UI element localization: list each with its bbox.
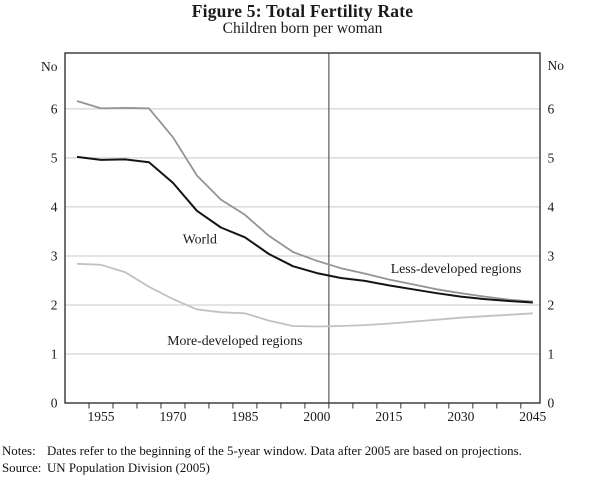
series-label-world: World bbox=[183, 231, 217, 246]
notes-row: Notes: Dates refer to the beginning of t… bbox=[2, 443, 599, 460]
y-tick-label-right: 2 bbox=[548, 297, 555, 312]
source-row: Source: UN Population Division (2005) bbox=[2, 460, 599, 477]
series-line-more-developed-regions bbox=[76, 262, 533, 328]
source-label: Source: bbox=[2, 460, 42, 475]
y-tick-label-left: 2 bbox=[51, 297, 58, 312]
series-line-less-developed-regions bbox=[76, 100, 533, 303]
figure-title: Figure 5: Total Fertility Rate bbox=[191, 1, 414, 21]
y-tick-label-right: 0 bbox=[548, 396, 555, 411]
y-tick-label-left: 0 bbox=[51, 396, 58, 411]
x-tick-label: 1955 bbox=[87, 409, 114, 424]
source-text: UN Population Division (2005) bbox=[47, 460, 210, 475]
figure-subtitle: Children born per woman bbox=[222, 20, 383, 37]
y-tick-label-right: 1 bbox=[548, 346, 555, 361]
notes-label: Notes: bbox=[2, 444, 36, 458]
series-line-world bbox=[76, 155, 533, 304]
x-tick-label: 2000 bbox=[303, 409, 330, 424]
y-tick-label-left: 5 bbox=[51, 150, 58, 165]
y-axis-unit-right: No bbox=[548, 58, 565, 73]
plot-border bbox=[64, 52, 541, 404]
x-tick-label: 1970 bbox=[159, 409, 186, 424]
y-tick-label-right: 6 bbox=[548, 101, 555, 116]
y-tick-label-left: 1 bbox=[51, 346, 58, 361]
y-tick-label-left: 6 bbox=[51, 101, 58, 116]
series-label-less-developed-regions: Less-developed regions bbox=[391, 261, 522, 276]
y-tick-label-left: 4 bbox=[51, 199, 58, 214]
y-tick-label-right: 5 bbox=[548, 150, 555, 165]
x-tick-label: 2045 bbox=[519, 409, 546, 424]
x-tick-label: 2030 bbox=[447, 409, 474, 424]
series-label-more-developed-regions: More-developed regions bbox=[167, 333, 302, 348]
x-tick-label: 1985 bbox=[231, 409, 258, 424]
y-tick-label-right: 4 bbox=[548, 199, 555, 214]
x-tick-label: 2015 bbox=[375, 409, 402, 424]
y-axis-unit-left: No bbox=[41, 59, 58, 74]
y-tick-label-left: 3 bbox=[51, 248, 58, 263]
y-tick-label-right: 3 bbox=[548, 248, 555, 263]
figure-footnotes: Notes: Dates refer to the beginning of t… bbox=[2, 443, 599, 477]
notes-text: Dates refer to the beginning of the 5-ye… bbox=[47, 444, 522, 458]
